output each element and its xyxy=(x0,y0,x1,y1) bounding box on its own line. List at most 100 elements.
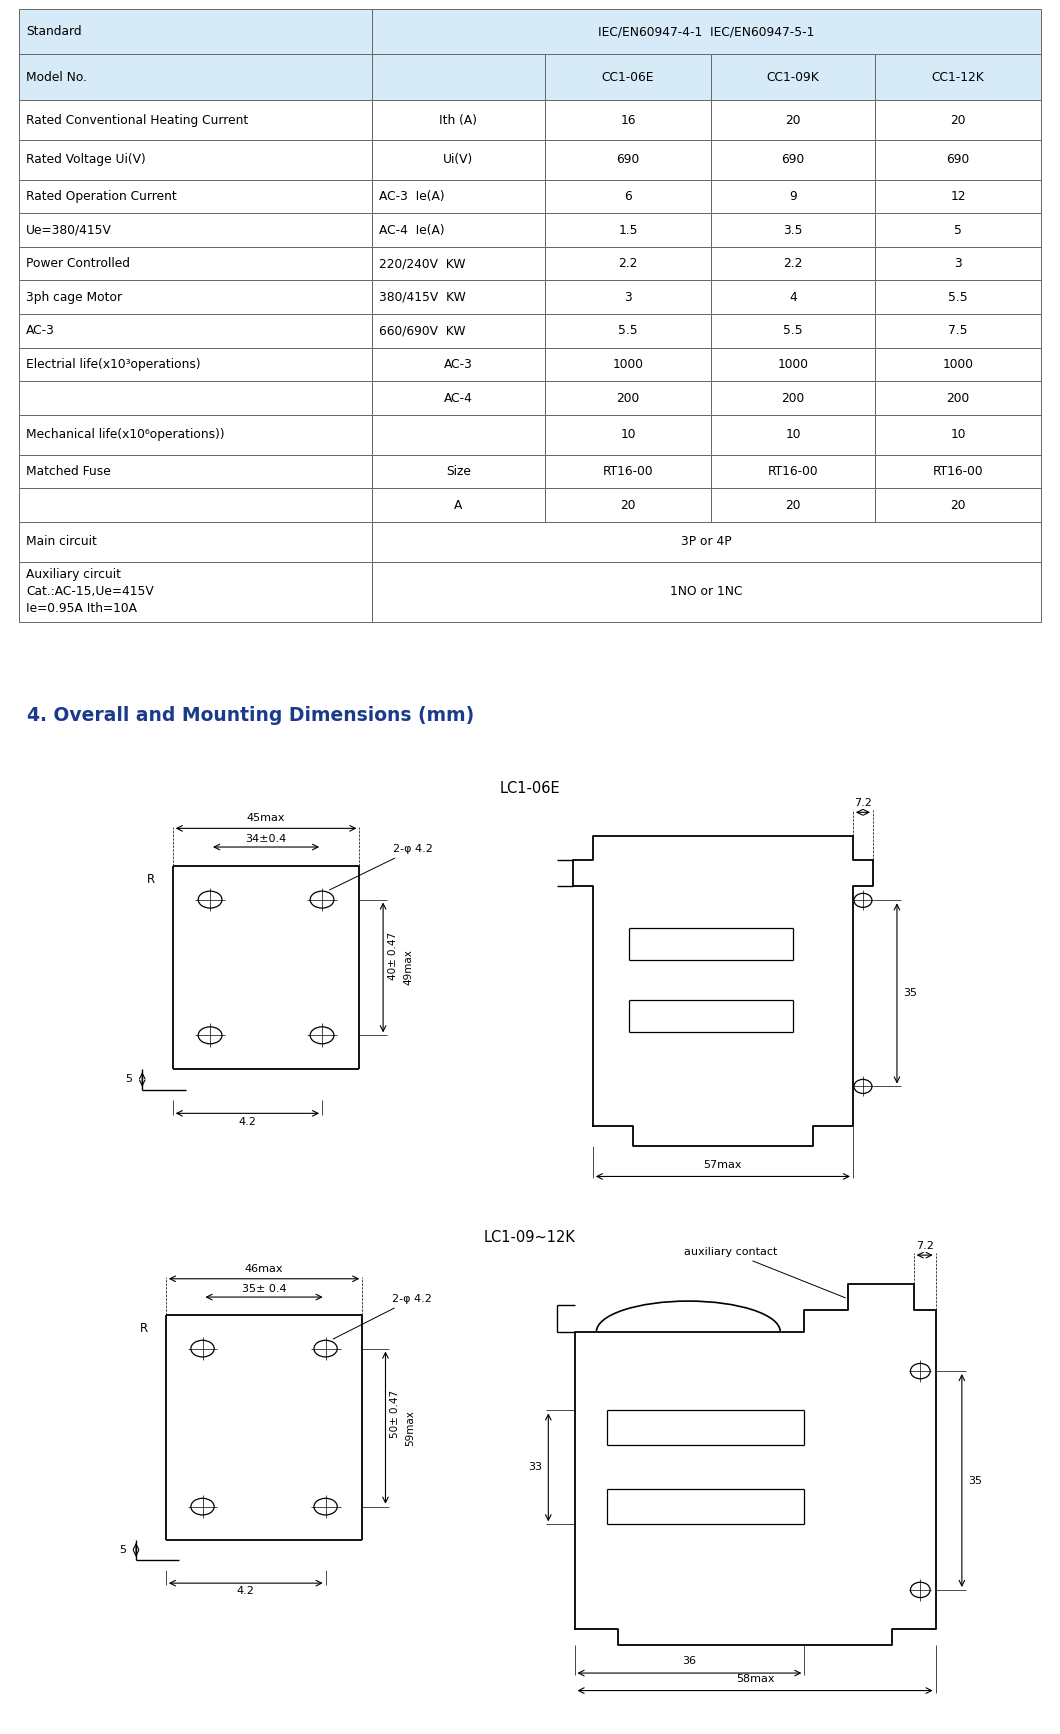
Bar xyxy=(711,489,876,522)
Ellipse shape xyxy=(198,891,222,909)
Bar xyxy=(876,281,1041,314)
Ellipse shape xyxy=(191,1498,214,1516)
Text: 1.5: 1.5 xyxy=(618,224,638,236)
Bar xyxy=(545,213,711,246)
Bar xyxy=(19,414,372,454)
Text: CC1-06E: CC1-06E xyxy=(602,71,654,83)
Text: 4.2: 4.2 xyxy=(238,1117,257,1127)
Bar xyxy=(545,140,711,180)
Bar xyxy=(372,489,545,522)
Bar xyxy=(711,349,876,381)
Text: 40± 0.47: 40± 0.47 xyxy=(388,931,399,980)
Text: 690: 690 xyxy=(617,153,640,166)
Bar xyxy=(19,54,372,101)
Text: 3: 3 xyxy=(624,291,632,303)
Text: Model No.: Model No. xyxy=(26,71,87,83)
Ellipse shape xyxy=(314,1340,337,1358)
Text: 20: 20 xyxy=(785,499,801,512)
Text: 380/415V  KW: 380/415V KW xyxy=(378,291,465,303)
Bar xyxy=(545,101,711,140)
Bar xyxy=(372,562,1041,623)
Bar xyxy=(19,454,372,489)
Bar xyxy=(19,101,372,140)
Text: 20: 20 xyxy=(785,113,801,127)
Bar xyxy=(876,180,1041,213)
Text: LC1-09~12K: LC1-09~12K xyxy=(484,1229,576,1245)
Text: R: R xyxy=(146,872,155,886)
Bar xyxy=(19,246,372,281)
Ellipse shape xyxy=(911,1581,930,1597)
Text: A: A xyxy=(455,499,462,512)
Bar xyxy=(876,314,1041,349)
Text: 45max: 45max xyxy=(247,813,285,824)
Bar xyxy=(545,489,711,522)
Bar xyxy=(711,281,876,314)
Text: Ue=380/415V: Ue=380/415V xyxy=(26,224,112,236)
Bar xyxy=(19,213,372,246)
Bar xyxy=(876,246,1041,281)
Text: 20: 20 xyxy=(951,499,966,512)
Bar xyxy=(19,562,372,623)
Text: Main circuit: Main circuit xyxy=(26,536,98,548)
Bar xyxy=(711,454,876,489)
Text: 3ph cage Motor: 3ph cage Motor xyxy=(26,291,122,303)
Text: 58max: 58max xyxy=(736,1673,774,1684)
Ellipse shape xyxy=(854,893,872,907)
Bar xyxy=(372,349,545,381)
Bar xyxy=(711,54,876,101)
Bar xyxy=(711,246,876,281)
Text: 200: 200 xyxy=(947,392,970,404)
Text: 9: 9 xyxy=(790,191,797,203)
Text: 5.5: 5.5 xyxy=(949,291,968,303)
Ellipse shape xyxy=(911,1363,930,1379)
Bar xyxy=(545,180,711,213)
Text: Standard: Standard xyxy=(26,24,82,38)
Bar xyxy=(711,414,876,454)
Bar xyxy=(372,281,545,314)
Text: 4. Overall and Mounting Dimensions (mm): 4. Overall and Mounting Dimensions (mm) xyxy=(28,706,475,725)
Bar xyxy=(876,349,1041,381)
Text: 35± 0.4: 35± 0.4 xyxy=(242,1283,286,1294)
Bar xyxy=(372,246,545,281)
Bar xyxy=(19,180,372,213)
Bar xyxy=(372,454,545,489)
Text: 7.5: 7.5 xyxy=(949,324,968,338)
Text: CC1-09K: CC1-09K xyxy=(766,71,819,83)
Bar xyxy=(876,381,1041,414)
Text: IEC/EN60947-4-1  IEC/EN60947-5-1: IEC/EN60947-4-1 IEC/EN60947-5-1 xyxy=(598,24,814,38)
Bar xyxy=(545,314,711,349)
Text: LC1-06E: LC1-06E xyxy=(499,780,561,796)
Bar xyxy=(711,213,876,246)
Text: 59max: 59max xyxy=(405,1410,416,1446)
Bar xyxy=(545,281,711,314)
Text: 2-φ 4.2: 2-φ 4.2 xyxy=(330,844,434,890)
Text: Rated Conventional Heating Current: Rated Conventional Heating Current xyxy=(26,113,248,127)
Text: 2.2: 2.2 xyxy=(618,257,638,271)
Bar xyxy=(545,54,711,101)
Bar xyxy=(372,101,545,140)
Text: 690: 690 xyxy=(947,153,970,166)
Ellipse shape xyxy=(314,1498,337,1516)
Text: 49max: 49max xyxy=(404,950,413,985)
Bar xyxy=(711,314,876,349)
Bar xyxy=(876,213,1041,246)
Bar xyxy=(876,414,1041,454)
Text: 3.5: 3.5 xyxy=(783,224,802,236)
Text: 33: 33 xyxy=(528,1462,542,1472)
Text: AC-3  Ie(A): AC-3 Ie(A) xyxy=(378,191,444,203)
Bar xyxy=(372,381,545,414)
Text: 16: 16 xyxy=(620,113,636,127)
Text: Size: Size xyxy=(446,465,471,479)
Text: Ui(V): Ui(V) xyxy=(443,153,474,166)
Bar xyxy=(19,281,372,314)
Bar xyxy=(19,522,372,562)
Text: Matched Fuse: Matched Fuse xyxy=(26,465,111,479)
Text: CC1-12K: CC1-12K xyxy=(932,71,985,83)
Text: 200: 200 xyxy=(617,392,640,404)
Text: Rated Voltage Ui(V): Rated Voltage Ui(V) xyxy=(26,153,146,166)
Text: 5: 5 xyxy=(125,1075,132,1084)
Text: 34±0.4: 34±0.4 xyxy=(246,834,286,844)
Text: 5: 5 xyxy=(119,1545,126,1555)
Text: 10: 10 xyxy=(620,428,636,442)
Text: 5: 5 xyxy=(954,224,962,236)
